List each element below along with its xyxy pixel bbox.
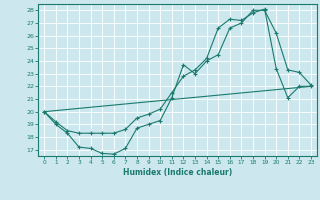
X-axis label: Humidex (Indice chaleur): Humidex (Indice chaleur) [123, 168, 232, 177]
